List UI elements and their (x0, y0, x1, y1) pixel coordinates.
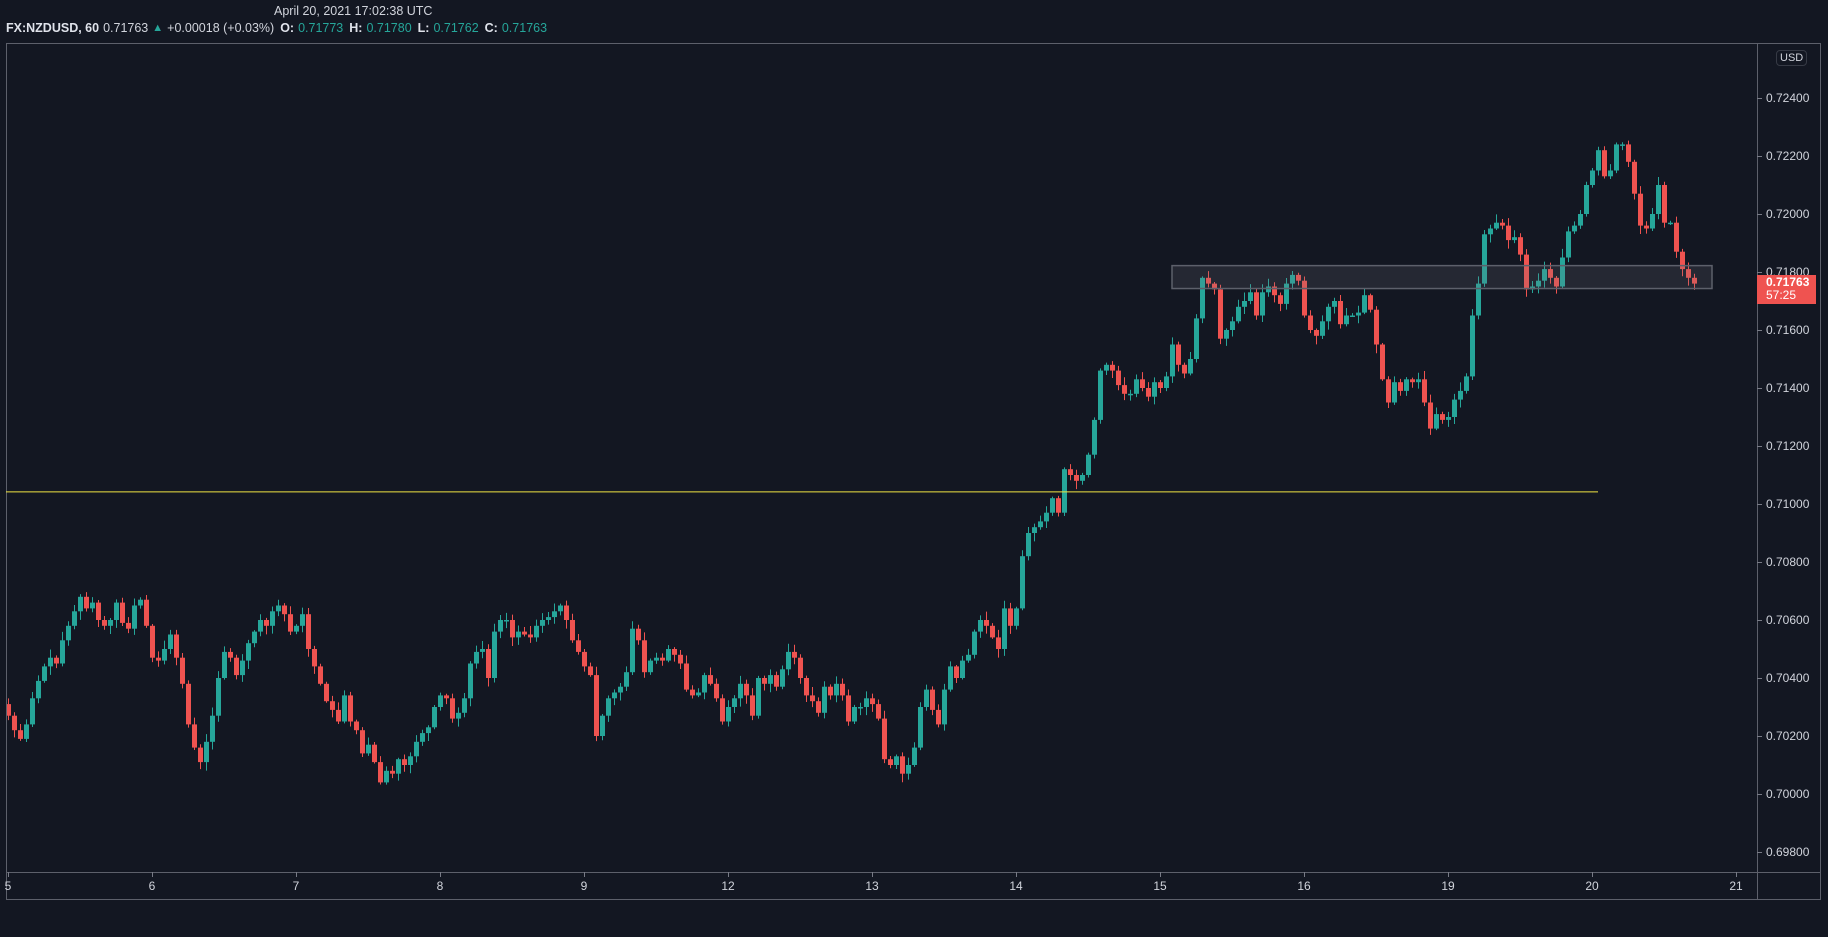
resistance-zone-rectangle[interactable] (1171, 264, 1713, 290)
current-price-tag: 0.71763 57:25 (1757, 275, 1816, 304)
chart-frame (6, 43, 1821, 900)
time-label: 14 (1009, 879, 1023, 893)
datetime-label: April 20, 2021 17:02:38 UTC (274, 4, 433, 18)
open-key: O: (280, 21, 295, 35)
low-value: 0.71762 (433, 21, 479, 35)
price-label: 0.71400 (1766, 381, 1810, 395)
price-label: 0.72400 (1766, 91, 1810, 105)
time-label: 20 (1585, 879, 1599, 893)
time-tick (1736, 872, 1737, 877)
open-value: 0.71773 (298, 21, 344, 35)
price-label: 0.70800 (1766, 555, 1810, 569)
time-tick (1016, 872, 1017, 877)
time-tick (1160, 872, 1161, 877)
price-tick (1757, 330, 1762, 331)
symbol-legend: FX:NZDUSD, 60 0.71763 ▲ +0.00018 (+0.03%… (6, 21, 547, 35)
time-tick (1448, 872, 1449, 877)
price-tick (1757, 446, 1762, 447)
price-label: 0.71600 (1766, 323, 1810, 337)
time-label: 7 (292, 879, 300, 893)
time-label: 21 (1729, 879, 1743, 893)
current-price-value: 0.71763 (1766, 275, 1810, 289)
price-label: 0.69800 (1766, 845, 1810, 859)
price-tick (1757, 620, 1762, 621)
time-label: 19 (1441, 879, 1455, 893)
price-label: 0.71200 (1766, 439, 1810, 453)
high-key: H: (349, 21, 363, 35)
time-tick (1304, 872, 1305, 877)
currency-badge[interactable]: USD (1776, 50, 1808, 66)
time-label: 15 (1153, 879, 1167, 893)
last-price: 0.71763 (103, 21, 149, 35)
price-tick (1757, 156, 1762, 157)
price-tick (1757, 736, 1762, 737)
triangle-up-icon: ▲ (152, 22, 164, 34)
time-tick (584, 872, 585, 877)
close-value: 0.71763 (501, 21, 548, 35)
close-key: C: (484, 21, 498, 35)
price-label: 0.70000 (1766, 787, 1810, 801)
time-tick (8, 872, 9, 877)
time-tick (728, 872, 729, 877)
price-axis-border (1757, 43, 1758, 900)
price-tick (1757, 214, 1762, 215)
time-label: 12 (721, 879, 735, 893)
time-label: 6 (148, 879, 156, 893)
time-label: 5 (4, 879, 12, 893)
price-label: 0.70200 (1766, 729, 1810, 743)
price-tick (1757, 388, 1762, 389)
time-tick (296, 872, 297, 877)
price-tick (1757, 852, 1762, 853)
time-tick (440, 872, 441, 877)
price-tick (1757, 504, 1762, 505)
price-change: +0.00018 (+0.03%) (167, 21, 275, 35)
price-label: 0.70600 (1766, 613, 1810, 627)
price-label: 0.72000 (1766, 207, 1810, 221)
time-label: 9 (580, 879, 588, 893)
price-tick (1757, 562, 1762, 563)
price-tick (1757, 98, 1762, 99)
time-tick (872, 872, 873, 877)
time-tick (1592, 872, 1593, 877)
price-tick (1757, 678, 1762, 679)
time-label: 16 (1297, 879, 1311, 893)
price-tick (1757, 794, 1762, 795)
bar-countdown: 57:25 (1766, 288, 1797, 302)
time-axis-border (6, 872, 1821, 873)
high-value: 0.71780 (366, 21, 412, 35)
price-label: 0.72200 (1766, 149, 1810, 163)
price-label: 0.70400 (1766, 671, 1810, 685)
low-key: L: (417, 21, 430, 35)
price-tick (1757, 272, 1762, 273)
time-tick (152, 872, 153, 877)
price-label: 0.71000 (1766, 497, 1810, 511)
time-label: 13 (865, 879, 879, 893)
symbol-name[interactable]: FX:NZDUSD, 60 (6, 21, 100, 35)
time-label: 8 (436, 879, 444, 893)
